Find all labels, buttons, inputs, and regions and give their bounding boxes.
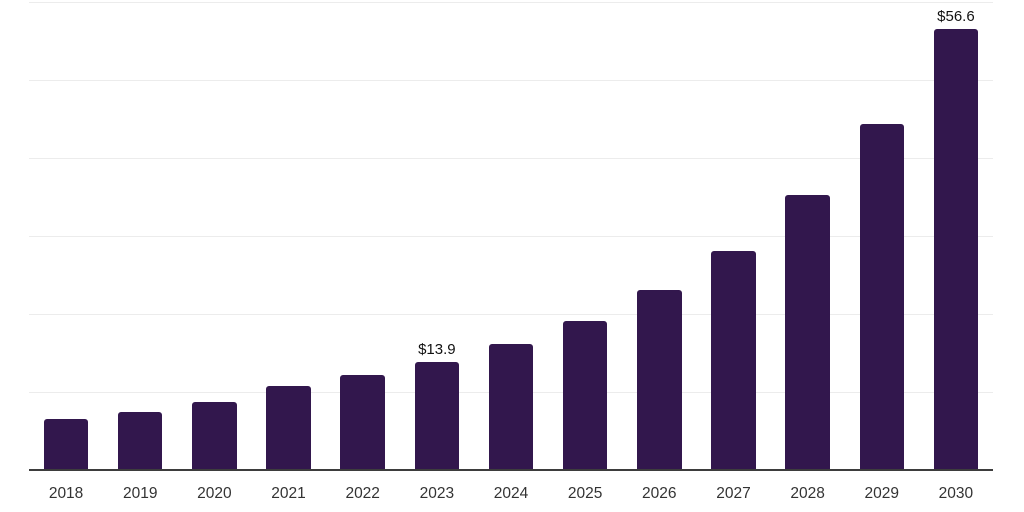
x-tick-label-2027: 2027 [716,485,751,502]
x-tick-label-2018: 2018 [48,485,84,502]
bar-2027 [711,250,756,470]
x-tick-label-2024: 2024 [493,485,529,502]
bar-2022 [340,374,385,470]
x-axis-line [29,469,993,471]
x-tick-label-2019: 2019 [122,485,158,502]
bar-2026 [637,289,682,470]
bar-2018 [43,418,89,470]
gridline-y-50 [29,80,993,81]
data-label-2030: $56.6 [937,7,975,25]
x-tick-label-2022: 2022 [345,485,380,502]
x-tick-label-2021: 2021 [271,485,306,502]
gridline-y-40 [29,158,993,159]
x-tick-label-2029: 2029 [864,485,900,502]
bar-2028 [785,195,830,470]
gridline-y-60 [29,2,993,3]
x-tick-label-2020: 2020 [197,485,232,502]
x-tick-label-2030: 2030 [938,485,974,502]
bar-2029 [859,124,905,470]
x-tick-label-2023: 2023 [419,485,455,502]
x-tick-label-2026: 2026 [642,485,677,502]
x-tick-label-2028: 2028 [790,485,825,502]
gridline-y-20 [29,314,993,315]
bar-2030 [933,28,979,470]
data-label-2023: $13.9 [418,340,456,358]
x-tick-label-2025: 2025 [567,485,603,502]
bar-2021 [266,385,311,470]
bar-2024 [488,343,534,470]
bar-2019 [117,412,163,470]
gridline-y-30 [29,236,993,237]
bar-2023 [414,361,460,470]
bar-2020 [192,402,237,470]
bar-2025 [562,321,608,470]
